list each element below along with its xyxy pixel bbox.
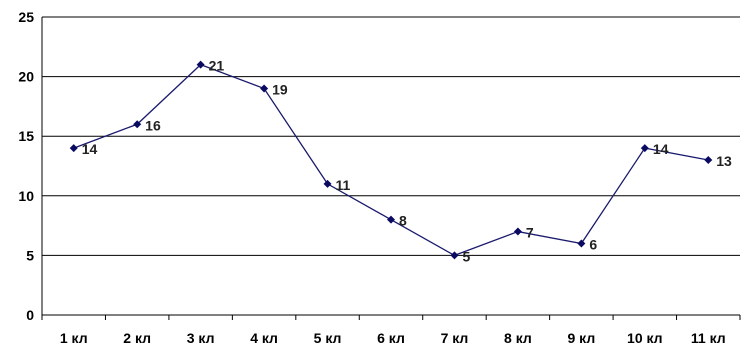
x-axis-ticks: 1 кл 2 кл 3 кл 4 кл 5 кл 6 кл 7 кл 8 кл 9 кл 10 к… xyxy=(60,330,726,346)
data-label: 6 xyxy=(589,236,597,252)
data-point xyxy=(69,144,78,153)
data-label: 5 xyxy=(462,248,470,264)
x-tick-label: 11 кл xyxy=(691,330,726,346)
x-tick-label: 7 кл xyxy=(441,330,469,346)
data-point xyxy=(513,227,522,236)
series xyxy=(69,60,713,260)
x-tick-label: 2 кл xyxy=(123,330,151,346)
gridlines xyxy=(41,16,741,320)
x-tick-label: 9 кл xyxy=(567,330,595,346)
series-line xyxy=(73,63,709,257)
x-tick-label: 10 кл xyxy=(627,330,663,346)
data-label: 21 xyxy=(209,58,225,74)
x-tick-label: 6 кл xyxy=(377,330,405,346)
data-point xyxy=(704,156,713,165)
x-tick-label: 1 кл xyxy=(60,330,88,346)
x-tick-label: 8 кл xyxy=(504,330,532,346)
data-point xyxy=(133,120,142,129)
data-label: 11 xyxy=(336,177,351,193)
data-point xyxy=(323,179,332,188)
data-point xyxy=(260,84,269,93)
data-labels: 14 16 21 19 11 8 5 7 6 14 13 xyxy=(82,58,732,265)
data-label: 19 xyxy=(272,82,288,98)
data-point xyxy=(577,239,586,248)
data-point xyxy=(640,144,649,153)
data-label: 8 xyxy=(399,213,407,229)
data-label: 14 xyxy=(653,141,669,157)
data-label: 16 xyxy=(145,117,161,133)
data-point xyxy=(450,251,459,260)
x-tick-label: 5 кл xyxy=(314,330,342,346)
y-axis-ticks: 0 5 10 15 20 25 xyxy=(18,9,34,323)
data-label: 7 xyxy=(526,225,534,241)
y-tick-label: 15 xyxy=(18,128,34,144)
data-label: 14 xyxy=(82,141,98,157)
y-tick-label: 25 xyxy=(18,9,34,25)
x-tick-label: 4 кл xyxy=(250,330,278,346)
data-point xyxy=(196,60,205,69)
data-point xyxy=(387,215,395,224)
y-tick-label: 10 xyxy=(18,188,34,204)
y-tick-label: 20 xyxy=(18,69,34,85)
x-tick-label: 3 кл xyxy=(187,330,215,346)
data-label: 13 xyxy=(716,153,732,169)
y-tick-label: 0 xyxy=(26,307,34,323)
y-tick-label: 5 xyxy=(26,247,34,263)
